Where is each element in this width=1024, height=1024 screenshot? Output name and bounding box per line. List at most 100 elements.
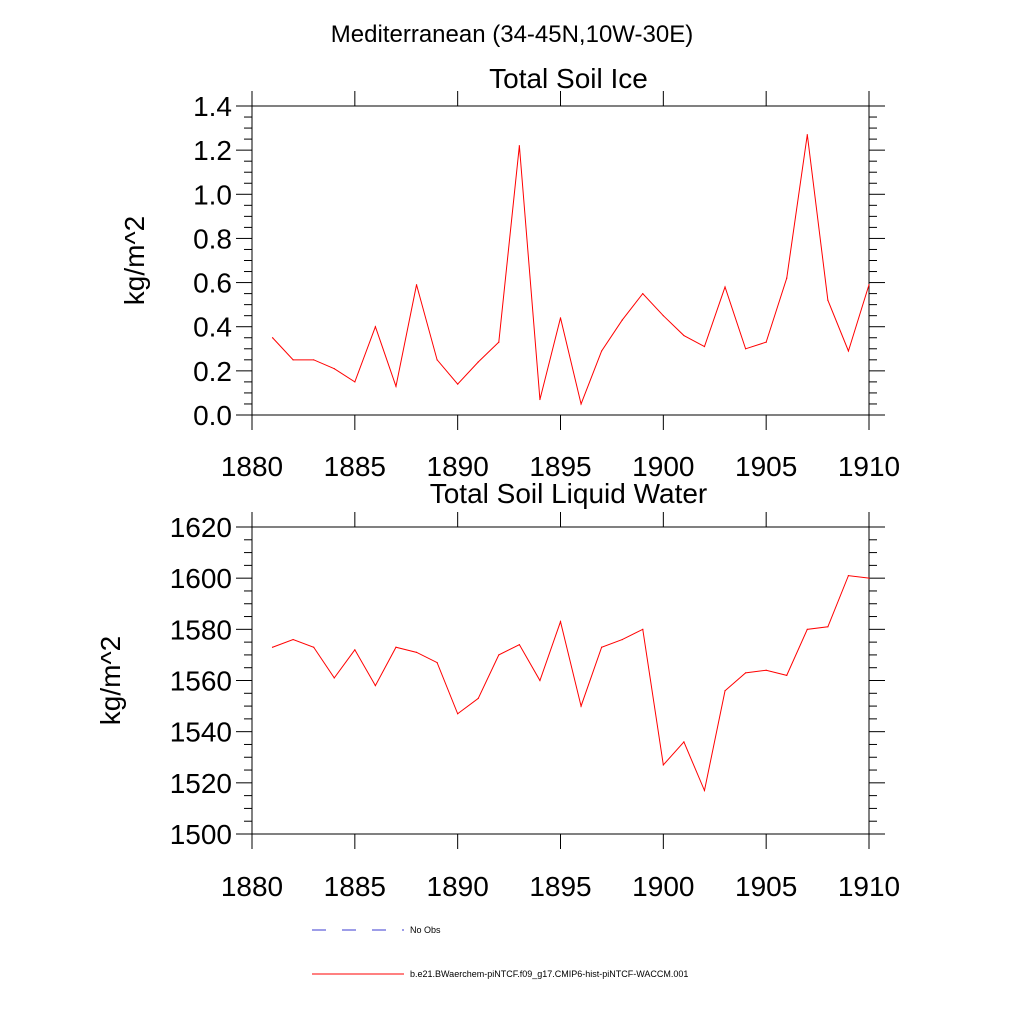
- x-tick-label: 1895: [529, 871, 591, 902]
- x-tick-label: 1885: [324, 871, 386, 902]
- plot-frame: [251, 526, 870, 835]
- y-tick-label: 1600: [170, 563, 232, 594]
- chart-title: Total Soil Ice: [489, 63, 648, 94]
- data-point: [724, 286, 726, 288]
- data-point: [457, 383, 459, 385]
- data-point: [477, 361, 479, 363]
- data-point: [354, 649, 356, 651]
- data-point: [601, 646, 603, 648]
- data-point: [374, 326, 376, 328]
- data-point: [415, 284, 418, 286]
- y-tick-label: 1560: [170, 666, 232, 697]
- data-point: [518, 644, 520, 646]
- y-tick-label: 1500: [170, 819, 232, 850]
- data-point: [786, 674, 788, 676]
- y-tick-label: 1.0: [193, 179, 232, 210]
- y-tick-label: 0.6: [193, 268, 232, 299]
- x-tick-label: 1900: [632, 871, 694, 902]
- data-point: [415, 651, 418, 653]
- y-tick-label: 0.0: [193, 400, 232, 431]
- data-point: [765, 341, 767, 343]
- data-point: [868, 577, 870, 579]
- data-point: [847, 575, 850, 577]
- data-point: [827, 299, 829, 301]
- data-point: [745, 672, 747, 674]
- data-point: [847, 350, 850, 352]
- data-point: [333, 368, 335, 370]
- data-point: [539, 679, 541, 682]
- data-point: [292, 359, 294, 361]
- legend-model-label: b.e21.BWaerchem-piNTCF.f09_g17.CMIP6-his…: [410, 969, 688, 979]
- y-tick-label: 1580: [170, 614, 232, 645]
- y-tick-label: 1520: [170, 768, 232, 799]
- data-point: [621, 319, 623, 321]
- data-point: [539, 398, 541, 401]
- x-tick-label: 1905: [735, 871, 797, 902]
- x-tick-label: 1885: [324, 451, 386, 482]
- y-tick-label: 1620: [170, 512, 232, 543]
- data-point: [786, 277, 788, 279]
- y-tick-label: 1.4: [193, 91, 232, 122]
- data-point: [806, 134, 808, 136]
- data-point: [559, 317, 562, 319]
- y-tick-label: 0.4: [193, 312, 232, 343]
- chart-panel-soil-ice: Total Soil Ice 0.0 0.2 0.4 0.6 0.8 1.0 1.2 1.4 18…: [119, 63, 900, 482]
- data-point: [271, 646, 274, 648]
- data-point: [765, 669, 767, 671]
- data-point: [333, 677, 335, 679]
- data-point: [642, 293, 644, 295]
- data-point: [498, 341, 500, 343]
- x-tick-label: 1910: [838, 451, 900, 482]
- data-point: [518, 145, 520, 147]
- data-point: [436, 359, 438, 361]
- chart-title: Total Soil Liquid Water: [430, 478, 708, 509]
- x-tick-label: 1880: [221, 871, 283, 902]
- data-point: [354, 381, 356, 383]
- y-axis-label: kg/m^2: [119, 216, 150, 305]
- legend-obs-label: No Obs: [410, 925, 441, 935]
- data-point: [827, 626, 829, 628]
- data-point: [292, 638, 294, 641]
- series-line-soil-ice: [272, 134, 870, 406]
- data-point: [703, 345, 706, 348]
- y-tick-label: 0.8: [193, 223, 232, 254]
- x-tick-label: 1900: [632, 451, 694, 482]
- data-point: [662, 764, 664, 766]
- series-line-soil-liquid: [272, 575, 870, 793]
- data-point: [457, 713, 459, 715]
- data-point: [313, 646, 315, 648]
- data-point: [642, 628, 644, 630]
- x-tick-label: 1890: [427, 871, 489, 902]
- data-point: [395, 385, 397, 387]
- data-point: [477, 697, 479, 700]
- y-axis-label: kg/m^2: [95, 636, 126, 725]
- data-point: [498, 654, 500, 656]
- data-point: [662, 315, 664, 317]
- data-point: [580, 705, 582, 707]
- legend: No Obs b.e21.BWaerchem-piNTCF.f09_g17.CM…: [312, 925, 688, 979]
- y-tick-label: 1.2: [193, 135, 232, 166]
- data-point: [580, 403, 582, 405]
- data-point: [745, 348, 747, 350]
- data-point: [601, 350, 603, 352]
- data-point: [621, 638, 623, 641]
- data-point: [806, 628, 808, 630]
- data-point: [559, 621, 562, 623]
- y-tick-label: 1540: [170, 717, 232, 748]
- data-point: [683, 334, 685, 337]
- data-point: [683, 741, 685, 743]
- data-point: [271, 337, 274, 339]
- data-point: [313, 359, 315, 361]
- data-point: [374, 685, 376, 687]
- chart-panel-soil-liquid-water: Total Soil Liquid Water 1500 1520 1540 1560 1…: [95, 478, 900, 902]
- plot-frame: [251, 105, 870, 416]
- x-tick-label: 1905: [735, 451, 797, 482]
- x-tick-label: 1880: [221, 451, 283, 482]
- data-point: [703, 789, 706, 792]
- data-point: [868, 284, 870, 286]
- data-point: [436, 661, 438, 664]
- figure-title: Mediterranean (34-45N,10W-30E): [331, 21, 693, 48]
- y-tick-label: 0.2: [193, 356, 232, 387]
- x-tick-label: 1895: [529, 451, 591, 482]
